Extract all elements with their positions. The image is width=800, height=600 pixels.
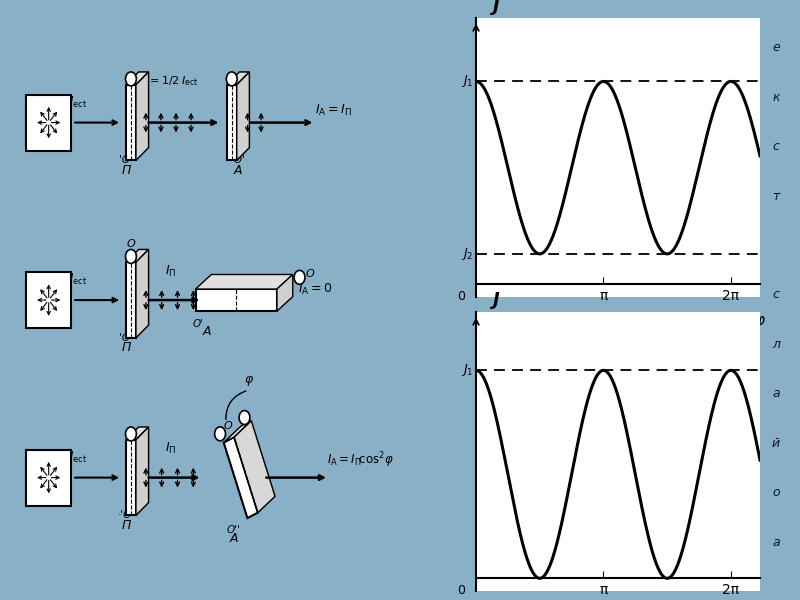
Text: $I_{\rm ect}$: $I_{\rm ect}$ [69,272,87,287]
FancyBboxPatch shape [26,272,71,328]
Polygon shape [224,421,251,443]
Text: O': O' [192,319,203,329]
Text: а: а [772,536,780,549]
Polygon shape [237,72,250,160]
Text: $I_{\rm A}= I_\Pi$: $I_{\rm A}= I_\Pi$ [315,103,352,118]
Text: $\varphi$: $\varphi$ [754,314,766,330]
Text: $J_1$: $J_1$ [461,362,473,379]
Text: A: A [230,532,238,545]
Text: O: O [224,421,233,431]
Text: A: A [202,325,211,338]
Polygon shape [234,421,275,512]
Circle shape [126,250,136,263]
Text: П: П [122,519,131,532]
Text: J: J [493,0,500,15]
Circle shape [294,271,305,284]
Polygon shape [126,250,149,262]
Text: $I_{\rm ect}$: $I_{\rm ect}$ [69,95,87,110]
Polygon shape [195,289,277,311]
Text: 'O': 'O' [119,333,134,343]
Text: е: е [772,41,780,54]
Polygon shape [136,250,149,338]
Text: $J_2$: $J_2$ [461,246,473,262]
Text: J: J [493,291,500,309]
Text: $\varphi$: $\varphi$ [243,374,254,388]
Polygon shape [136,72,149,160]
Text: O: O [306,269,314,280]
Text: 0: 0 [457,584,465,598]
Polygon shape [126,427,149,440]
Text: т: т [772,190,780,203]
Bar [126,262,136,338]
FancyBboxPatch shape [26,449,71,506]
Circle shape [126,427,136,441]
Text: O'': O'' [227,525,241,535]
Polygon shape [195,274,293,289]
Text: о: о [772,487,780,499]
Text: $I_\Pi$: $I_\Pi$ [165,441,177,456]
Polygon shape [126,72,149,85]
Text: й: й [772,437,780,450]
Text: $I_{\rm A}= I_\Pi\!\cos^2\!\varphi$: $I_{\rm A}= I_\Pi\!\cos^2\!\varphi$ [327,451,394,470]
Text: к: к [772,91,780,104]
FancyBboxPatch shape [26,95,71,151]
Polygon shape [226,72,250,85]
Circle shape [214,427,226,441]
Text: П: П [122,164,131,177]
Bar [226,85,237,160]
Polygon shape [136,427,149,515]
Text: П: П [122,341,131,355]
Text: $I_\Pi$: $I_\Pi$ [165,263,177,278]
Text: $I_\Pi = 1/2\;I_{\rm ect}$: $I_\Pi = 1/2\;I_{\rm ect}$ [138,74,199,88]
Text: с: с [773,289,779,301]
Circle shape [239,410,250,425]
Bar [126,85,136,160]
Circle shape [226,72,237,86]
Text: $I_{\rm A}=0$: $I_{\rm A}=0$ [298,282,333,297]
Polygon shape [224,437,258,518]
Text: л: л [772,338,780,351]
Text: ·'O': ·'O' [118,511,135,520]
Text: с: с [773,140,779,153]
Text: O: O [126,239,135,248]
Text: 'O': 'O' [230,155,245,166]
Text: A: A [234,164,242,177]
Text: 'O': 'O' [119,155,134,166]
Text: $I_{\rm ect}$: $I_{\rm ect}$ [69,449,87,465]
Text: а: а [772,388,780,400]
Polygon shape [277,274,293,311]
Circle shape [126,72,136,86]
Text: 0: 0 [457,290,465,304]
Bar [126,440,136,515]
Text: $J_1$: $J_1$ [461,73,473,89]
